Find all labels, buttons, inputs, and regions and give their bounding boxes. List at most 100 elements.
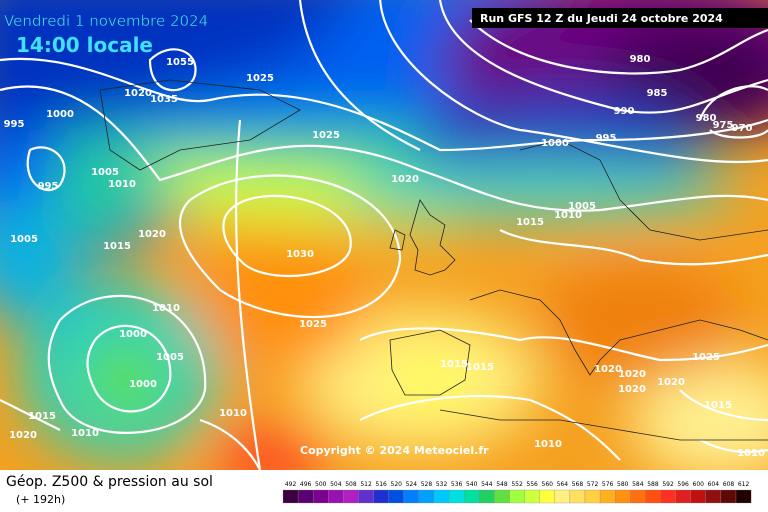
legend-swatch [479, 489, 495, 504]
isobar-label: 1025 [246, 73, 274, 84]
isobar-label: 1015 [28, 411, 56, 422]
legend-swatch [494, 489, 510, 504]
isobar-label: 1010 [71, 428, 99, 439]
isobar-label: 1005 [156, 352, 184, 363]
isobar-label: 1010 [554, 210, 582, 221]
legend-swatch [418, 489, 435, 504]
isobar-label: 1015 [440, 359, 468, 370]
isobar-label: 980 [630, 54, 651, 65]
isobar-label: 1035 [150, 94, 178, 105]
legend-swatch [599, 489, 616, 504]
isobar-label: 995 [38, 181, 59, 192]
isobar-label: 1020 [657, 377, 685, 388]
legend-label: 564 [557, 481, 569, 488]
isobar-label: 1020 [138, 229, 166, 240]
legend-label: 612 [738, 481, 750, 488]
isobar-label: 1000 [541, 138, 569, 149]
legend-label: 544 [481, 481, 493, 488]
legend-swatch [645, 489, 661, 504]
legend-swatch [388, 489, 404, 504]
isobar-label: 1055 [166, 57, 194, 68]
legend-swatch [705, 489, 722, 504]
legend-label: 600 [693, 481, 705, 488]
legend-label: 508 [345, 481, 357, 488]
isobar-label: 1025 [692, 352, 720, 363]
isobar-label: 1000 [119, 329, 147, 340]
legend-label: 504 [330, 481, 342, 488]
run-box [472, 8, 768, 28]
legend-label: 520 [391, 481, 403, 488]
legend-swatch [524, 489, 540, 504]
legend-swatch [569, 489, 586, 504]
legend-swatch [554, 489, 571, 504]
coastlines [99, 79, 768, 441]
legend-swatch [660, 489, 676, 504]
legend-swatch [464, 489, 480, 504]
legend-swatch [297, 489, 314, 504]
legend-label: 516 [375, 481, 387, 488]
isobar-label: 990 [614, 106, 635, 117]
legend-label: 608 [723, 481, 735, 488]
legend-label: 560 [542, 481, 554, 488]
isobar-label: 1000 [46, 109, 74, 120]
legend-swatch [735, 489, 752, 504]
legend-swatch [328, 489, 344, 504]
legend-label: 576 [602, 481, 614, 488]
isobar-label: 1025 [299, 319, 327, 330]
isobar-label: 1015 [516, 217, 544, 228]
legend-label: 548 [496, 481, 508, 488]
legend-label: 492 [285, 481, 297, 488]
legend-label: 584 [632, 481, 644, 488]
isobar-label: 1010 [108, 179, 136, 190]
legend-swatch [720, 489, 737, 504]
legend: 492 496 500 504 508 512 516 520 524 528 532 536 540 5… [282, 481, 752, 504]
legend-label: 512 [360, 481, 372, 488]
isobar-labels: 1055 1025 1020 1035 1000 995 1025 995 10… [4, 54, 765, 459]
isobar-label: 1020 [594, 364, 622, 375]
legend-label: 524 [406, 481, 418, 488]
isobar-label: 1025 [312, 130, 340, 141]
isobar-label: 1030 [286, 249, 314, 260]
isobar-label: 1005 [568, 201, 596, 212]
isobar-label: 1010 [737, 448, 765, 459]
footer-range: (+ 192h) [16, 493, 65, 506]
legend-label: 580 [617, 481, 629, 488]
isobar-label: 1000 [129, 379, 157, 390]
legend-swatch [358, 489, 374, 504]
time-label: 14:00 locale [16, 33, 153, 57]
isobar-label: 975 [713, 120, 734, 131]
legend-label: 596 [677, 481, 689, 488]
isobar-label: 995 [596, 133, 617, 144]
isobar-label: 995 [4, 119, 25, 130]
legend-swatch [675, 489, 691, 504]
isobar-label: 985 [647, 88, 668, 99]
date-label: Vendredi 1 novembre 2024 [4, 12, 208, 30]
isobar-label: 1020 [9, 430, 37, 441]
legend-swatch [373, 489, 389, 504]
isobar-label: 1015 [466, 362, 494, 373]
legend-swatch [509, 489, 525, 504]
legend-label: 532 [436, 481, 448, 488]
isobar-label: 1020 [618, 384, 646, 395]
legend-label: 540 [466, 481, 478, 488]
legend-swatch [615, 489, 631, 504]
legend-swatch [433, 489, 450, 504]
legend-label: 568 [572, 481, 584, 488]
isobar-label: 980 [696, 113, 717, 124]
legend-label: 528 [421, 481, 433, 488]
footer-title: Géop. Z500 & pression au sol [6, 474, 213, 490]
isobar-lines [0, 0, 768, 470]
legend-swatch [630, 489, 646, 504]
legend-swatch [313, 489, 329, 504]
isobar-label: 1015 [704, 400, 732, 411]
legend-swatch [584, 489, 601, 504]
legend-swatch [448, 489, 465, 504]
copyright: Copyright © 2024 Meteociel.fr [300, 444, 489, 457]
legend-swatch [343, 489, 359, 504]
map-field: 1055 1025 1020 1035 1000 995 1025 995 10… [0, 0, 768, 470]
legend-label: 604 [708, 481, 720, 488]
legend-label: 572 [587, 481, 599, 488]
field-blobs [0, 0, 768, 470]
isobar-label: 970 [732, 123, 753, 134]
